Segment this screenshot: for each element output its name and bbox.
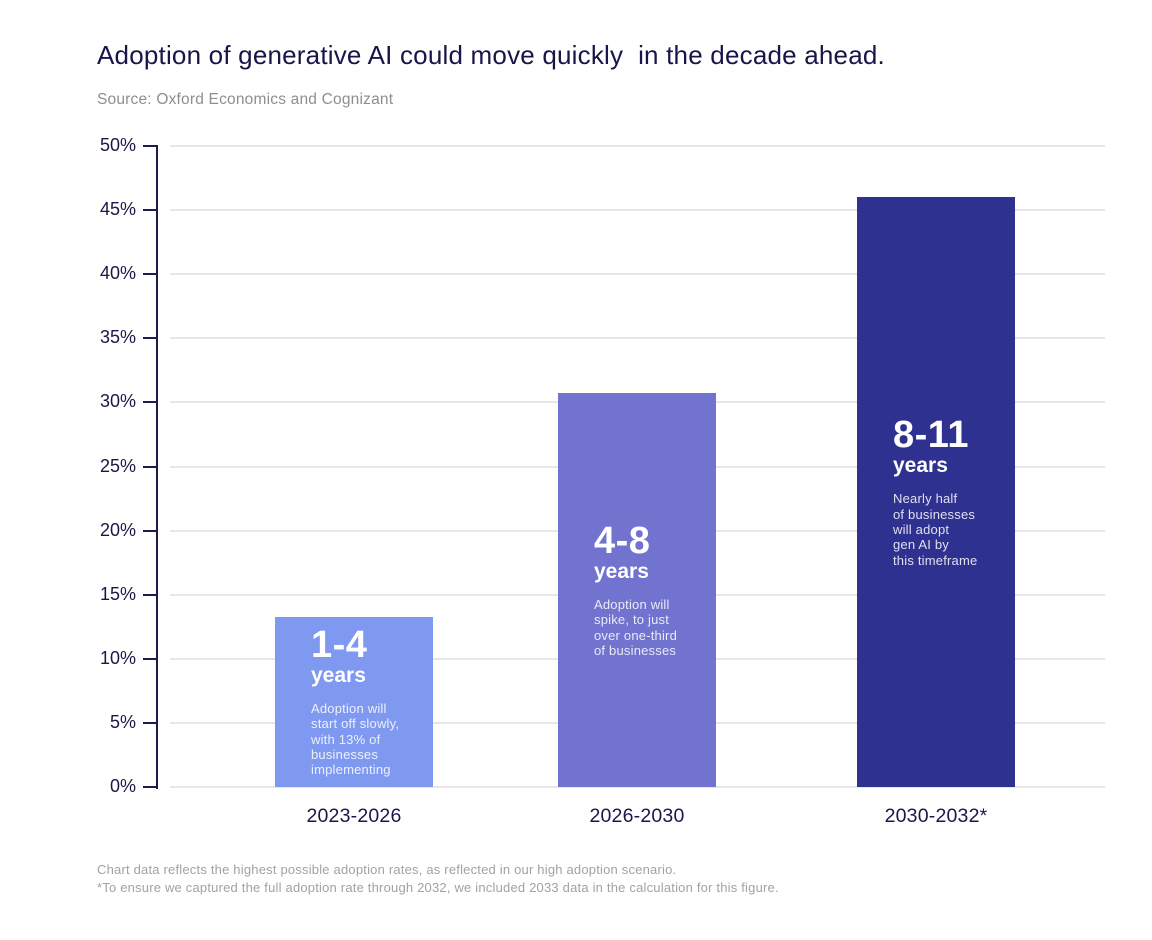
bar-2030-2032: 8-11 years Nearly half of businesses will … — [857, 197, 1015, 787]
bar-2026-2030: 4-8 years Adoption will spike, to just ove… — [558, 393, 716, 787]
x-category-label-2: 2026-2030 — [589, 805, 685, 827]
bar-description: Adoption will spike, to just over one-th… — [594, 597, 678, 659]
chart-title: Adoption of generative AI could move qui… — [97, 40, 885, 70]
y-tick-label-15: 15% — [99, 583, 136, 604]
y-tick-45 — [143, 209, 156, 212]
gridline-35 — [170, 337, 1105, 340]
y-tick-5 — [143, 721, 156, 724]
gridline-40 — [170, 273, 1105, 276]
y-tick-label-25: 25% — [99, 455, 136, 476]
bar-unit-label: years — [311, 663, 366, 687]
source-label: Source: Oxford Economics and Cognizant — [97, 91, 394, 108]
y-tick-15 — [143, 593, 156, 596]
bar-range-label: 4-8 — [594, 519, 651, 562]
bar-description: Adoption will start off slowly, with 13%… — [311, 701, 400, 778]
y-tick-label-30: 30% — [99, 391, 136, 412]
bar-range-label: 8-11 — [893, 414, 969, 457]
x-category-label-1: 2023-2026 — [306, 805, 402, 827]
y-tick-label-40: 40% — [99, 263, 136, 284]
bar-unit-label: years — [893, 454, 948, 478]
footnote-line-2: *To ensure we captured the full adoption… — [97, 880, 779, 895]
y-tick-40 — [143, 273, 156, 276]
y-tick-20 — [143, 529, 156, 532]
y-tick-0 — [143, 786, 156, 788]
y-axis-line — [156, 145, 158, 789]
y-tick-10 — [143, 657, 156, 660]
bar-description: Nearly half of businesses will adopt gen… — [893, 491, 978, 568]
y-tick-50 — [143, 145, 156, 147]
bar-2023-2026: 1-4 years Adoption will start off slowly, … — [275, 616, 433, 787]
y-tick-25 — [143, 465, 156, 468]
footnote-line-1: Chart data reflects the highest possible… — [97, 862, 677, 877]
y-tick-label-45: 45% — [99, 199, 136, 220]
y-tick-label-5: 5% — [109, 711, 136, 732]
footnotes: Chart data reflects the highest possible… — [97, 861, 779, 897]
y-tick-30 — [143, 401, 156, 404]
y-tick-label-35: 35% — [99, 327, 136, 348]
gridline-0 — [170, 786, 1105, 788]
y-tick-label-50: 50% — [99, 135, 136, 155]
y-tick-35 — [143, 337, 156, 340]
y-tick-label-0: 0% — [109, 776, 136, 796]
x-category-label-3: 2030-2032* — [884, 805, 988, 827]
gridline-50 — [170, 145, 1105, 147]
gridline-45 — [170, 209, 1105, 212]
bar-range-label: 1-4 — [311, 623, 368, 666]
bar-unit-label: years — [594, 559, 649, 583]
y-tick-label-20: 20% — [99, 519, 136, 540]
y-tick-label-10: 10% — [99, 647, 136, 668]
plot-area: 1-4 years Adoption will start off slowly, … — [170, 145, 1105, 827]
